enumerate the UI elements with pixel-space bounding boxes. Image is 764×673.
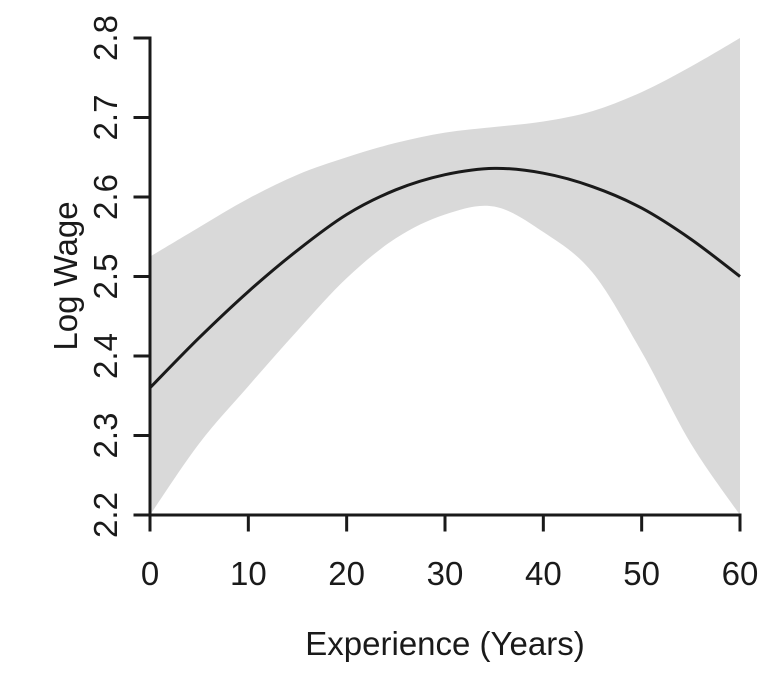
x-tick-label: 40 <box>525 555 562 592</box>
y-tick-label: 2.6 <box>87 174 124 220</box>
y-tick-label: 2.8 <box>87 15 124 61</box>
x-tick-label: 10 <box>230 555 267 592</box>
y-tick-label: 2.3 <box>87 413 124 459</box>
fitted-curve <box>148 166 741 389</box>
y-tick-label: 2.7 <box>87 95 124 141</box>
x-tick-label: 60 <box>722 555 759 592</box>
y-axis-title: Log Wage <box>47 201 84 351</box>
x-tick-label: 30 <box>427 555 464 592</box>
x-tick-label: 0 <box>141 555 159 592</box>
confidence-band <box>150 38 740 515</box>
x-axis-title: Experience (Years) <box>305 625 585 662</box>
y-tick-label: 2.2 <box>87 492 124 538</box>
x-tick-label: 20 <box>328 555 365 592</box>
x-tick-label: 50 <box>623 555 660 592</box>
y-tick-label: 2.5 <box>87 254 124 300</box>
y-tick-label: 2.4 <box>87 333 124 379</box>
